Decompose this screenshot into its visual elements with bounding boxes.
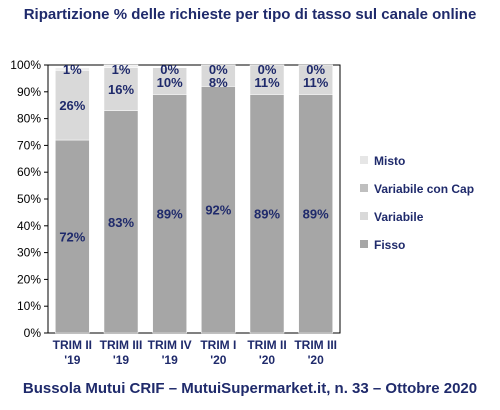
- y-tick-label: 90%: [17, 85, 41, 99]
- x-tick-label: '20: [259, 353, 276, 367]
- bar-variabile: [152, 67, 187, 95]
- x-tick-label: TRIM III: [100, 338, 143, 352]
- bar-variabile: [55, 70, 90, 141]
- data-label-fisso: 83%: [108, 215, 134, 230]
- y-tick-label: 10%: [17, 299, 41, 313]
- chart-title: Ripartizione % delle richieste per tipo …: [23, 6, 477, 23]
- plot-area: [47, 64, 341, 334]
- legend-swatch-misto: [360, 156, 368, 164]
- x-tick-label: '19: [64, 353, 81, 367]
- x-tick-label: '19: [113, 353, 130, 367]
- bar-variabile: [201, 64, 236, 87]
- x-tick-label: TRIM IV: [148, 338, 192, 352]
- x-tick-label: TRIM III: [294, 338, 337, 352]
- y-tick-label: 60%: [17, 165, 41, 179]
- y-tick-label: 40%: [17, 219, 41, 233]
- bar-series: [55, 64, 333, 334]
- data-label-misto: 0%: [258, 62, 277, 77]
- y-axis: 0% 10% 20% 30% 40% 50% 60% 70% 80% 90% 100%: [10, 58, 48, 340]
- legend-swatch-variabile-con-cap: [360, 184, 368, 192]
- y-tick-label: 0%: [24, 326, 42, 340]
- y-tick-label: 30%: [17, 246, 41, 260]
- data-label-misto: 1%: [112, 62, 131, 77]
- x-tick-label: '19: [162, 353, 179, 367]
- data-label-variabile: 16%: [108, 82, 134, 97]
- x-tick-label: '20: [210, 353, 227, 367]
- bar-fisso: [103, 110, 139, 334]
- data-label-misto: 0%: [209, 62, 228, 77]
- legend-label-misto: Misto: [374, 154, 405, 168]
- data-label-variabile: 11%: [254, 75, 280, 90]
- y-tick-label: 50%: [17, 192, 41, 206]
- source-footer: Bussola Mutui CRIF – MutuiSupermarket.it…: [22, 380, 478, 397]
- data-label-variabile: 11%: [303, 75, 329, 90]
- data-label-fisso: 92%: [205, 203, 231, 218]
- x-tick-label: '20: [308, 353, 325, 367]
- y-tick-label: 70%: [17, 138, 41, 152]
- plot-border: [47, 64, 341, 334]
- data-label-misto: 0%: [160, 62, 179, 77]
- bar-fisso: [55, 139, 90, 334]
- bar-fisso: [298, 94, 333, 334]
- data-label-variabile: 10%: [157, 75, 183, 90]
- y-tick-label: 20%: [17, 272, 41, 286]
- bar-fisso: [152, 94, 187, 334]
- bar-misto: [55, 67, 90, 71]
- bar-fisso: [201, 86, 236, 334]
- data-label-variabile: 8%: [209, 75, 228, 90]
- bar-fisso: [249, 94, 285, 334]
- x-tick-label: TRIM I: [200, 338, 236, 352]
- legend-label-fisso: Fisso: [374, 238, 405, 252]
- legend-label-variabile: Variabile: [374, 210, 424, 224]
- x-tick-label: TRIM II: [247, 338, 286, 352]
- legend-swatch-fisso: [360, 240, 368, 248]
- data-label-fisso: 89%: [254, 207, 280, 222]
- data-label-variabile: 26%: [59, 98, 85, 113]
- legend: Misto Variabile con Cap Variabile Fisso: [360, 154, 474, 252]
- y-tick-label: 100%: [10, 58, 41, 72]
- data-labels: 72%26%1%83%16%1%89%10%0%92%8%0%89%11%0%8…: [59, 62, 329, 245]
- x-tick-label: TRIM II: [53, 338, 92, 352]
- bar-variabile: [249, 64, 285, 95]
- bar-variabile: [298, 64, 333, 95]
- legend-swatch-variabile: [360, 212, 368, 220]
- y-tick-label: 80%: [17, 112, 41, 126]
- data-label-misto: 1%: [63, 62, 82, 77]
- data-label-fisso: 89%: [303, 207, 329, 222]
- bar-misto: [103, 64, 139, 68]
- data-label-fisso: 72%: [59, 230, 85, 245]
- legend-label-variabile-con-cap: Variabile con Cap: [374, 182, 474, 196]
- data-label-fisso: 89%: [157, 207, 183, 222]
- bar-variabile: [103, 67, 139, 111]
- data-label-misto: 0%: [306, 62, 325, 77]
